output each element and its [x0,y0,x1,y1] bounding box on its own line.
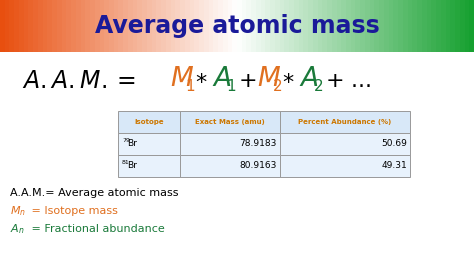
Text: Percent Abundance (%): Percent Abundance (%) [298,119,392,125]
Text: $*$: $*$ [282,71,294,91]
Text: Br: Br [127,139,137,148]
Text: Isotope: Isotope [134,119,164,125]
Text: $+$: $+$ [238,71,256,91]
FancyBboxPatch shape [280,133,410,155]
Text: $*$: $*$ [195,71,208,91]
Text: $\mathit{M}$: $\mathit{M}$ [257,65,281,90]
Text: 78.9183: 78.9183 [240,139,277,148]
Text: = Fractional abundance: = Fractional abundance [28,224,165,234]
Text: $\mathit{A. A. M.}=$: $\mathit{A. A. M.}=$ [22,69,136,93]
Text: 49.31: 49.31 [381,161,407,171]
Text: $\mathit{A}$: $\mathit{A}$ [212,65,232,90]
Text: 80.9163: 80.9163 [240,161,277,171]
Text: $1$: $1$ [185,78,195,94]
Text: 50.69: 50.69 [381,139,407,148]
Text: 81: 81 [122,160,130,165]
Text: $\mathit{M}$: $\mathit{M}$ [170,65,194,90]
Text: 79: 79 [122,139,130,143]
FancyBboxPatch shape [180,111,280,133]
FancyBboxPatch shape [180,155,280,177]
Text: Average atomic mass: Average atomic mass [95,14,379,38]
Text: $2$: $2$ [272,78,282,94]
FancyBboxPatch shape [280,155,410,177]
Text: $+$ ...: $+$ ... [325,71,372,91]
FancyBboxPatch shape [280,111,410,133]
Text: $A_n$: $A_n$ [10,222,25,236]
FancyBboxPatch shape [118,111,180,133]
Text: A.A.M.= Average atomic mass: A.A.M.= Average atomic mass [10,188,179,198]
Text: $M_n$: $M_n$ [10,204,26,218]
Text: Br: Br [127,161,137,171]
Text: = Isotope mass: = Isotope mass [28,206,118,216]
FancyBboxPatch shape [180,133,280,155]
Text: $\mathit{A}$: $\mathit{A}$ [299,65,319,90]
Text: $2$: $2$ [313,78,323,94]
Text: Exact Mass (amu): Exact Mass (amu) [195,119,265,125]
FancyBboxPatch shape [118,155,180,177]
Text: $1$: $1$ [226,78,236,94]
FancyBboxPatch shape [118,133,180,155]
